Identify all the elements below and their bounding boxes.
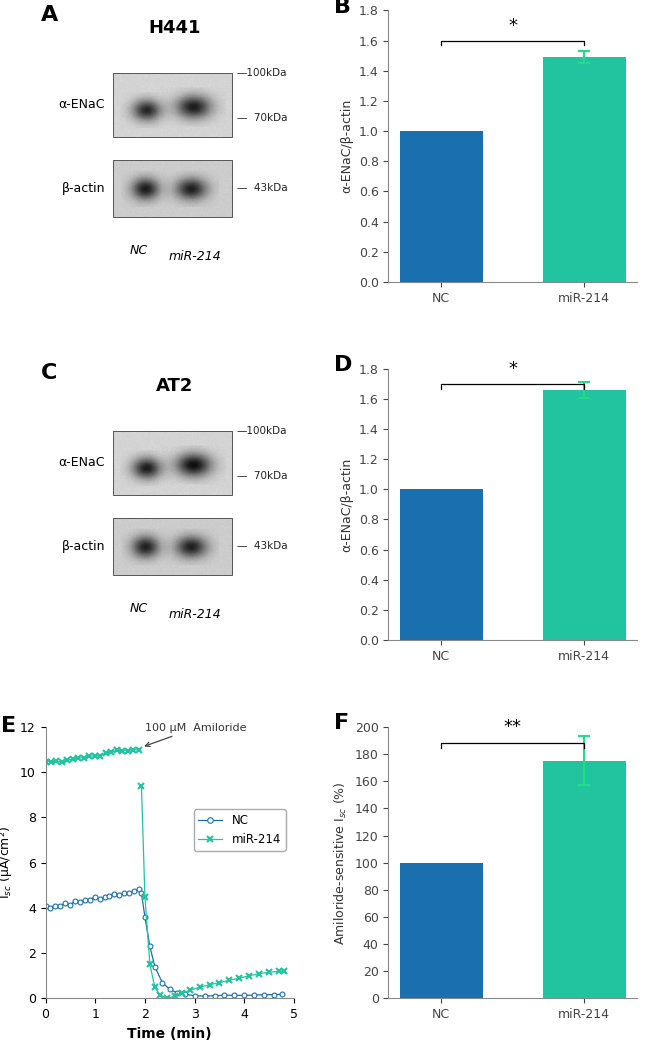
Text: AT2: AT2 xyxy=(156,376,194,395)
Text: F: F xyxy=(334,713,349,733)
Text: miR-214: miR-214 xyxy=(168,607,221,621)
Text: —  43kDa: — 43kDa xyxy=(237,183,287,193)
Bar xyxy=(112,73,232,136)
Text: E: E xyxy=(1,717,16,736)
Y-axis label: α-ENaC/β-actin: α-ENaC/β-actin xyxy=(340,99,353,193)
Text: α-ENaC: α-ENaC xyxy=(58,456,105,469)
Bar xyxy=(400,131,483,282)
Text: NC: NC xyxy=(129,602,148,616)
Y-axis label: α-ENaC/β-actin: α-ENaC/β-actin xyxy=(340,458,353,551)
Text: D: D xyxy=(334,355,352,375)
Text: β-actin: β-actin xyxy=(62,540,105,553)
Text: NC: NC xyxy=(129,244,148,257)
Bar xyxy=(543,390,626,640)
Text: —  43kDa: — 43kDa xyxy=(237,542,287,551)
Text: miR-214: miR-214 xyxy=(168,250,221,262)
Text: A: A xyxy=(40,5,58,25)
Text: C: C xyxy=(40,363,57,384)
Text: —100kDa: —100kDa xyxy=(237,426,287,436)
Text: β-actin: β-actin xyxy=(62,182,105,194)
Text: **: ** xyxy=(504,719,522,736)
Text: α-ENaC: α-ENaC xyxy=(58,98,105,110)
Bar xyxy=(112,518,232,575)
Text: *: * xyxy=(508,360,517,378)
Y-axis label: I$_{sc}$ (μA/cm²): I$_{sc}$ (μA/cm²) xyxy=(0,826,14,900)
Text: —100kDa: —100kDa xyxy=(237,68,287,78)
Text: —  70kDa: — 70kDa xyxy=(237,112,287,123)
Y-axis label: Amiloride-sensitive I$_{sc}$ (%): Amiloride-sensitive I$_{sc}$ (%) xyxy=(333,781,349,944)
Text: H441: H441 xyxy=(148,19,201,36)
Text: B: B xyxy=(334,0,351,17)
Legend: NC, miR-214: NC, miR-214 xyxy=(194,809,285,851)
Text: 100 μM  Amiloride: 100 μM Amiloride xyxy=(146,723,247,747)
Bar xyxy=(543,57,626,282)
Bar xyxy=(112,160,232,216)
Bar xyxy=(400,490,483,640)
Bar xyxy=(400,863,483,998)
Bar xyxy=(543,761,626,998)
Bar xyxy=(112,432,232,495)
Text: —  70kDa: — 70kDa xyxy=(237,471,287,480)
Text: *: * xyxy=(508,17,517,34)
X-axis label: Time (min): Time (min) xyxy=(127,1026,212,1040)
